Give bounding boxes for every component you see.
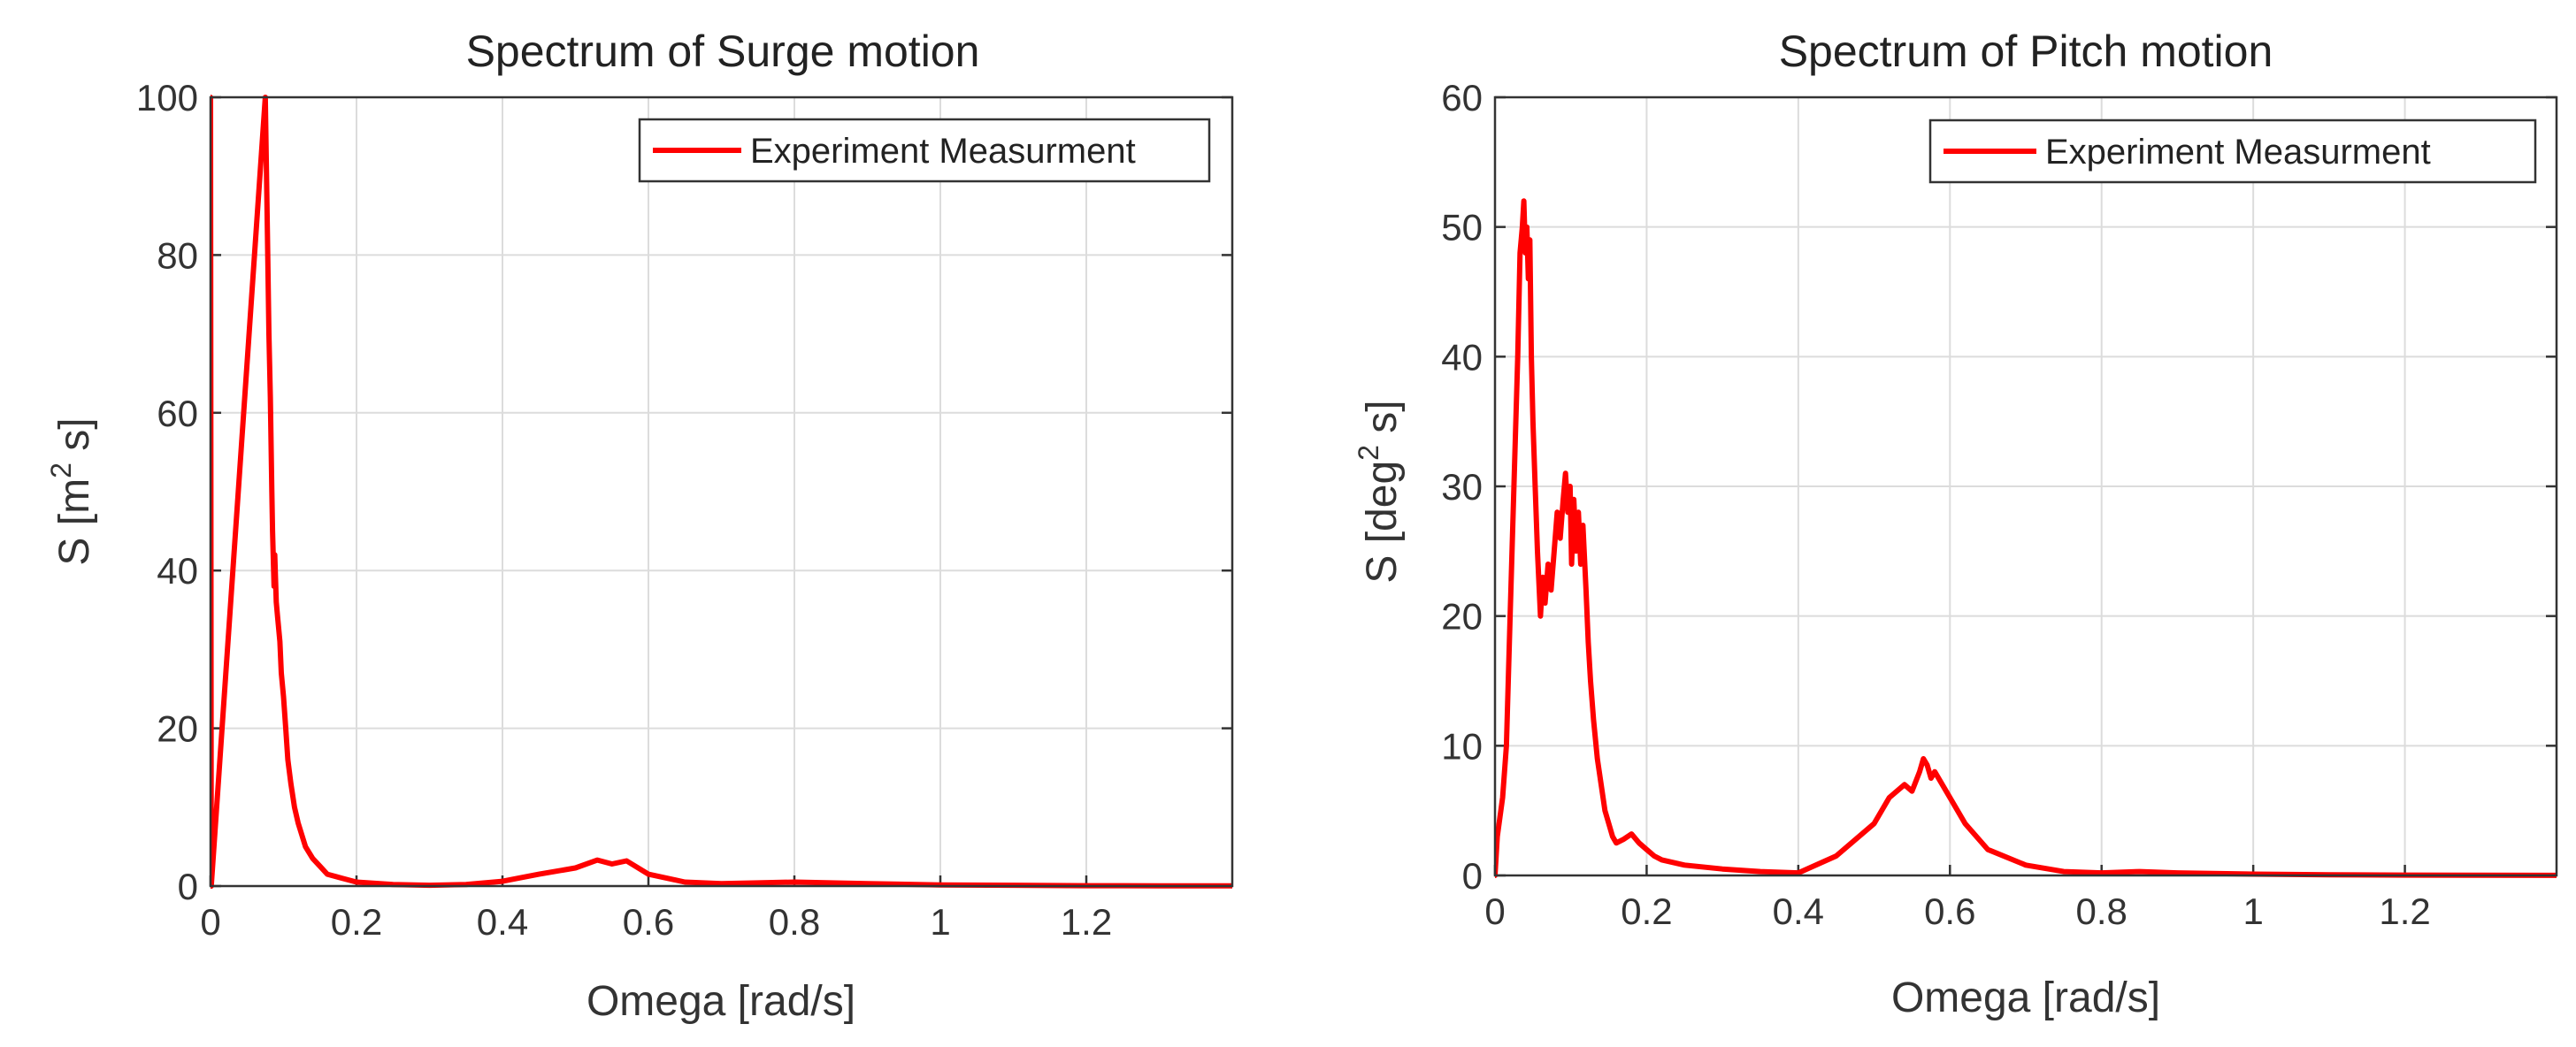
surge-tick-marks	[209, 96, 1232, 888]
pitch-x-tick-label: 0.8	[2076, 890, 2128, 932]
pitch-legend-label: Experiment Measurment	[2045, 133, 2431, 172]
surge-x-tick-label: 0.2	[331, 901, 382, 943]
surge-x-tick-label: 0.6	[623, 901, 674, 943]
pitch-x-axis-label: Omega [rad/s]	[1891, 974, 2160, 1021]
pitch-y-tick-label: 0	[1462, 855, 1483, 897]
pitch-x-tick-label: 1	[2242, 890, 2263, 932]
pitch-plot-area-box	[1493, 96, 2558, 877]
pitch-y-tick-label: 20	[1441, 596, 1483, 638]
surge-y-axis-label-superscript: 2	[45, 462, 77, 478]
surge-x-tick-label: 1.2	[1061, 901, 1112, 943]
pitch-tick-labels: 0 0.2 0.4 0.6 0.8 1 1.2 0 10 20 30 40 50 60	[1441, 77, 2430, 932]
pitch-y-axis-label-superscript: 2	[1353, 445, 1384, 461]
pitch-y-tick-label: 30	[1441, 466, 1483, 508]
surge-y-tick-label: 40	[157, 550, 198, 592]
pitch-y-tick-label: 60	[1441, 77, 1483, 118]
surge-tick-labels: 0 0.2 0.4 0.6 0.8 1 1.2 0 20 40 60 80 100	[136, 77, 1112, 943]
surge-series-line-0	[211, 95, 1232, 889]
pitch-chart-title: Spectrum of Pitch motion	[1779, 27, 2273, 76]
surge-x-axis-label: Omega [rad/s]	[586, 978, 855, 1025]
pitch-legend: Experiment Measurment	[1928, 118, 2537, 184]
surge-x-tick-label: 0.8	[769, 901, 820, 943]
pitch-gridlines	[1495, 97, 2557, 875]
surge-gridlines	[211, 97, 1232, 886]
surge-chart: Spectrum of Surge motion 0 0.2 0.4 0.6 0.8 1 1…	[45, 27, 1234, 1025]
pitch-x-tick-label: 1.2	[2379, 890, 2430, 932]
surge-y-axis-label-tail: s]	[51, 417, 98, 462]
surge-x-tick-label: 0.4	[477, 901, 528, 943]
pitch-y-tick-label: 40	[1441, 336, 1483, 378]
surge-x-tick-label: 0	[200, 901, 220, 943]
pitch-y-tick-label: 50	[1441, 207, 1483, 248]
surge-chart-title: Spectrum of Surge motion	[466, 27, 980, 76]
pitch-x-tick-label: 0.2	[1621, 890, 1672, 932]
surge-legend: Experiment Measurment	[638, 118, 1211, 183]
surge-x-tick-label: 1	[930, 901, 950, 943]
pitch-y-axis-label-base: S [deg	[1359, 461, 1406, 584]
pitch-chart: Spectrum of Pitch motion 0 0.2 0.4 0.6 0.8 1 1…	[1353, 27, 2558, 1021]
pitch-x-tick-label: 0.4	[1773, 890, 1824, 932]
surge-series-group	[211, 95, 1232, 889]
surge-y-tick-label: 80	[157, 234, 198, 276]
surge-legend-label: Experiment Measurment	[750, 132, 1136, 171]
pitch-y-axis-label-tail: s]	[1359, 400, 1406, 445]
surge-y-tick-label: 0	[178, 866, 198, 907]
pitch-series-group	[1495, 198, 2557, 878]
surge-y-axis-label-base: S [m	[51, 478, 98, 566]
pitch-series-line-0	[1495, 198, 2557, 878]
surge-y-tick-label: 60	[157, 393, 198, 434]
surge-y-tick-label: 100	[136, 77, 198, 118]
pitch-y-axis-label: S [deg2 s]	[1353, 400, 1406, 583]
pitch-y-tick-label: 10	[1441, 725, 1483, 767]
surge-plot-area-box	[209, 96, 1234, 888]
surge-y-tick-label: 20	[157, 708, 198, 750]
pitch-x-tick-label: 0.6	[1924, 890, 1975, 932]
surge-y-axis-label: S [m2 s]	[45, 417, 98, 565]
pitch-x-tick-label: 0	[1484, 890, 1505, 932]
